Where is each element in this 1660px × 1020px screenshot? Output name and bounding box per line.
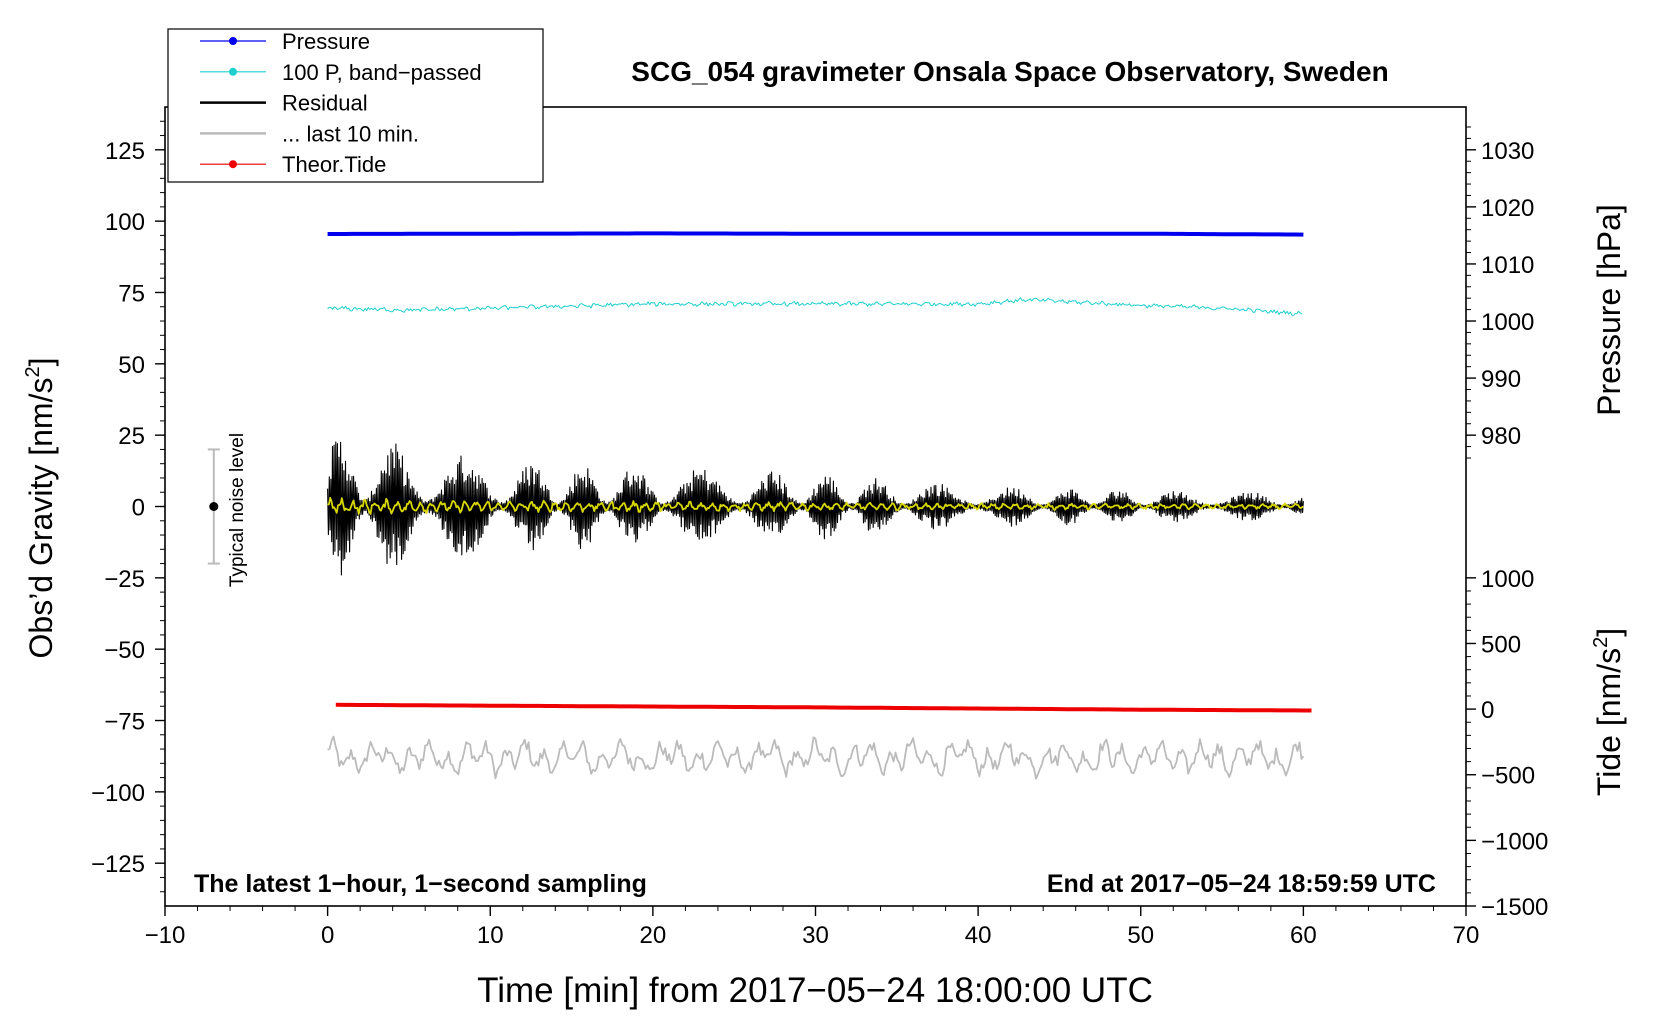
tide-axis-label-close: ] xyxy=(1591,628,1627,637)
y-axis-label-left: Obs’d Gravity [nm/s2] xyxy=(22,358,59,659)
pressure-tick-label: 1020 xyxy=(1481,195,1534,222)
legend-label: Pressure xyxy=(282,29,370,54)
tide-axis-label-sup: 2 xyxy=(1590,637,1612,648)
legend-label: 100 P, band−passed xyxy=(282,60,482,85)
y-tick-label: −75 xyxy=(104,709,145,736)
y-tick-label: 50 xyxy=(118,352,145,379)
legend-label: Theor.Tide xyxy=(282,152,386,177)
x-tick-label: 20 xyxy=(640,922,667,949)
legend-label: Residual xyxy=(282,91,368,116)
x-tick-label: 50 xyxy=(1127,922,1154,949)
pressure-tick-label: 980 xyxy=(1481,423,1521,450)
axes-layer: −10 0 10 20 30 40 50 60 701251007550250−25−50−75… xyxy=(91,106,1548,949)
y-tick-label: 125 xyxy=(105,138,145,165)
tide-axis-label: Tide [nm/s2] xyxy=(1590,628,1627,796)
x-tick-label: −10 xyxy=(145,922,186,949)
x-tick-label: 60 xyxy=(1290,922,1317,949)
x-tick-label: 0 xyxy=(321,922,334,949)
x-tick-label: 40 xyxy=(965,922,992,949)
tide-tick-label: −1500 xyxy=(1481,894,1548,921)
noise-bar-center xyxy=(209,502,219,511)
pressure-tick-label: 1010 xyxy=(1481,252,1534,279)
tide-tick-label: −500 xyxy=(1481,763,1535,790)
annotation-left: The latest 1−hour, 1−second sampling xyxy=(194,870,647,898)
y-tick-label: 0 xyxy=(132,495,145,522)
legend-marker xyxy=(229,67,237,76)
legend-marker xyxy=(229,37,237,45)
y-tick-label: −50 xyxy=(104,637,145,664)
y-axis-label-left-text: Obs’d Gravity [nm/s xyxy=(23,378,59,659)
y-tick-label: 75 xyxy=(118,280,145,307)
tide-tick-label: 0 xyxy=(1481,697,1494,724)
tide-tick-label: 500 xyxy=(1481,631,1521,658)
tide-axis-label-text: Tide [nm/s xyxy=(1591,648,1627,796)
legend-marker xyxy=(229,160,237,169)
y-axis-label-left-close: ] xyxy=(23,358,59,367)
chart-title: SCG_054 gravimeter Onsala Space Observat… xyxy=(631,56,1388,87)
y-tick-label: −25 xyxy=(104,566,145,593)
x-tick-label: 70 xyxy=(1453,922,1480,949)
legend-label: ... last 10 min. xyxy=(282,121,419,146)
tide-tick-label: −1000 xyxy=(1481,828,1548,855)
y-tick-label: −100 xyxy=(91,780,145,807)
pressure-tick-label: 1030 xyxy=(1481,138,1534,165)
series-residual-smoothed xyxy=(327,496,1304,515)
pressure-tick-label: 1000 xyxy=(1481,309,1534,336)
series-residual xyxy=(327,441,1304,576)
x-tick-label: 30 xyxy=(802,922,829,949)
series-layer xyxy=(327,231,1312,780)
legend-items: Pressure 100 P, band−passed Residual ... la… xyxy=(200,29,482,177)
series-pressure xyxy=(327,231,1304,237)
series-band-passed xyxy=(327,297,1302,316)
y-axis-label-left-sup: 2 xyxy=(22,366,44,377)
legend-box xyxy=(167,28,544,183)
legend: Pressure 100 P, band−passed Residual ... la… xyxy=(167,28,544,183)
x-tick-label: 10 xyxy=(477,922,504,949)
pressure-tick-label: 990 xyxy=(1481,366,1521,393)
tide-tick-label: 1000 xyxy=(1481,566,1534,593)
annotation-right: End at 2017−05−24 18:59:59 UTC xyxy=(1047,870,1436,898)
series-theor-tide xyxy=(335,702,1312,713)
noise-level-label: Typical noise level xyxy=(227,433,248,587)
y-tick-label: −125 xyxy=(91,851,145,878)
series-last-10-min xyxy=(327,735,1305,780)
y-tick-label: 25 xyxy=(118,423,145,450)
y-tick-label: 100 xyxy=(105,209,145,236)
pressure-axis-label: Pressure [hPa] xyxy=(1591,204,1627,416)
x-axis-label: Time [min] from 2017−05−24 18:00:00 UTC xyxy=(477,971,1153,1010)
